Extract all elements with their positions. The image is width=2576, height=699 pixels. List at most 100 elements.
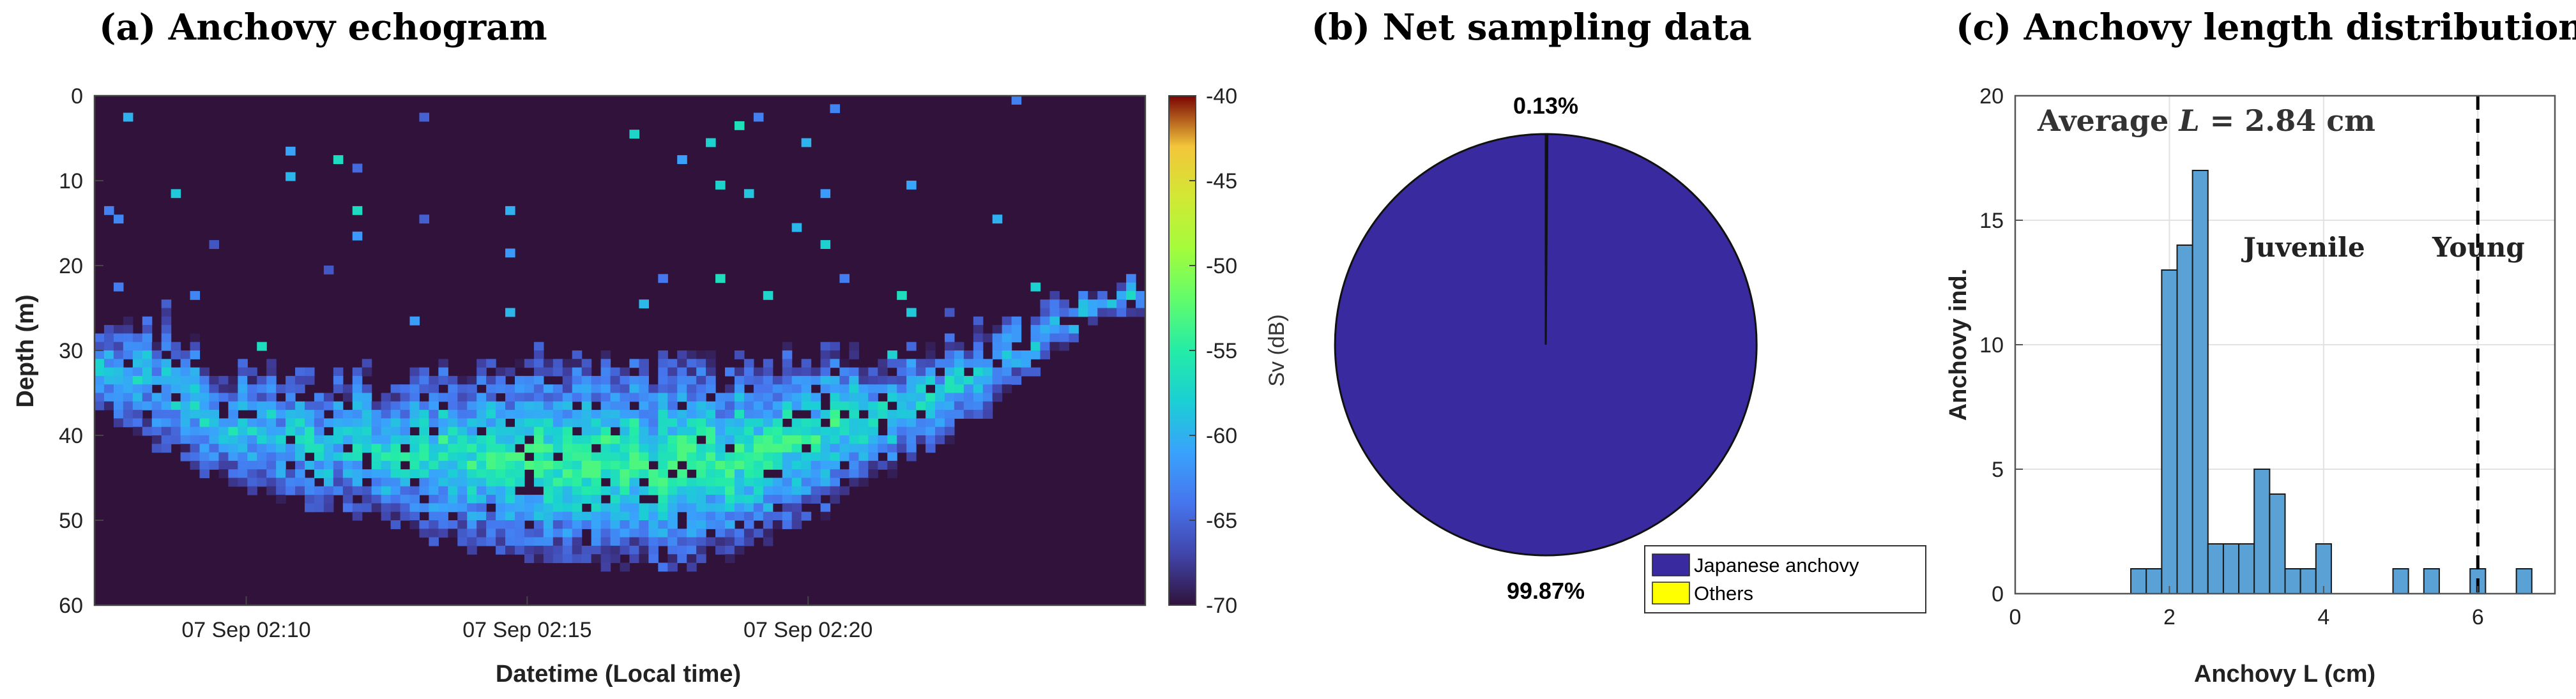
echogram-cell <box>935 384 945 394</box>
echogram-cell <box>639 375 649 385</box>
echogram-cell <box>667 359 678 368</box>
echogram-cell <box>620 486 630 495</box>
echogram-cell <box>371 460 382 470</box>
echogram-cell <box>1011 359 1022 368</box>
echogram-cell <box>515 384 525 394</box>
echogram-cell <box>1117 308 1127 317</box>
echogram-cell <box>591 503 602 513</box>
echogram-cell <box>849 401 859 410</box>
echogram-cell <box>992 384 1003 394</box>
echogram-cell <box>266 477 277 487</box>
echogram-cell <box>448 486 458 495</box>
echogram-cell <box>199 393 210 402</box>
echogram-cell <box>706 359 716 368</box>
echogram-cell <box>467 384 477 394</box>
echogram-cell <box>696 401 706 410</box>
echogram-cell <box>658 435 668 444</box>
echogram-cell <box>247 418 257 428</box>
echogram-cell <box>1097 299 1108 309</box>
panel-c-histogram: (c) Anchovy length distribution 05101520… <box>1945 6 2576 688</box>
echogram-cell <box>429 469 439 479</box>
echogram-cell <box>849 350 859 359</box>
echogram-cell <box>868 435 878 444</box>
echogram-cell <box>725 384 735 394</box>
echogram-cell <box>591 393 602 402</box>
echogram-cell <box>352 452 363 462</box>
echogram-cell <box>123 393 133 402</box>
echogram-cell <box>944 435 955 444</box>
echogram-cell <box>438 511 448 521</box>
histogram-bar <box>2515 568 2533 594</box>
echogram-cell <box>190 460 201 470</box>
echogram-cell <box>648 444 659 453</box>
echogram-cell <box>161 367 172 377</box>
echogram-cell <box>973 393 984 402</box>
echogram-cell <box>323 495 334 504</box>
echogram-cell <box>257 410 267 419</box>
echogram-cell <box>228 401 238 410</box>
echogram-cell <box>476 477 487 487</box>
echogram-cell <box>992 367 1003 377</box>
colorbar-ticks: -40-45-50-55-60-65-70 <box>1189 84 1237 618</box>
echogram-cell <box>926 393 936 402</box>
echogram-cell <box>371 469 382 479</box>
echogram-cell <box>467 520 477 529</box>
echogram-cell <box>820 375 831 385</box>
echogram-cell <box>581 393 592 402</box>
echogram-cell <box>868 418 878 428</box>
echogram-cell <box>257 452 267 462</box>
echogram-cell <box>667 410 678 419</box>
echogram-cell <box>820 384 831 394</box>
echogram-cell <box>362 426 372 436</box>
echogram-cell <box>811 418 821 428</box>
echogram-cell <box>1049 333 1060 343</box>
echogram-cell <box>467 469 477 479</box>
echogram-cell <box>342 503 353 513</box>
echogram-cell <box>295 444 305 453</box>
echogram-cell <box>658 393 668 402</box>
echogram-cell <box>371 410 382 419</box>
echogram-cell <box>400 503 411 513</box>
echogram-cell <box>839 435 850 444</box>
echogram-cell <box>878 375 888 385</box>
echogram-cell <box>438 444 448 453</box>
echogram-cell <box>429 375 439 385</box>
echogram-cell <box>524 418 535 428</box>
echogram-cell <box>1011 350 1022 359</box>
legend-label-others: Others <box>1694 582 1753 605</box>
echogram-cell <box>706 469 716 479</box>
echogram-cell <box>706 384 716 394</box>
echogram-cell <box>600 562 611 572</box>
echogram-cell <box>639 460 649 470</box>
echogram-cell <box>496 401 506 410</box>
echogram-cell <box>295 452 305 462</box>
echogram-cell <box>457 401 468 410</box>
echogram-cell <box>1136 290 1146 300</box>
echogram-cell <box>820 240 831 249</box>
echogram-cell <box>753 477 764 487</box>
echogram-cell <box>572 444 583 453</box>
echogram-cell <box>791 393 802 402</box>
echogram-cell <box>639 537 649 546</box>
echogram-cell <box>725 537 735 546</box>
echogram-cell <box>667 477 678 487</box>
echogram-cell <box>190 435 201 444</box>
echogram-cell <box>973 342 984 351</box>
echogram-cell <box>610 469 621 479</box>
echogram-cell <box>371 426 382 436</box>
pie-slice-japanese-anchovy <box>1334 133 1758 557</box>
echogram-cell <box>515 375 525 385</box>
echogram-cell <box>715 426 726 436</box>
echogram-cell <box>763 384 774 394</box>
panel-a-title: (a) Anchovy echogram <box>99 6 547 49</box>
echogram-cell <box>151 426 162 436</box>
echogram-cell <box>667 401 678 410</box>
echogram-cell <box>763 503 774 513</box>
echogram-cell <box>419 401 429 410</box>
echogram-cell <box>992 393 1003 402</box>
echogram-cell <box>543 359 554 368</box>
echogram-cell <box>390 503 401 513</box>
panel-b-pie: (b) Net sampling data 0.13% 99.87% Japan… <box>1311 6 1926 613</box>
echogram-cell <box>438 367 448 377</box>
echogram-cell <box>620 469 630 479</box>
